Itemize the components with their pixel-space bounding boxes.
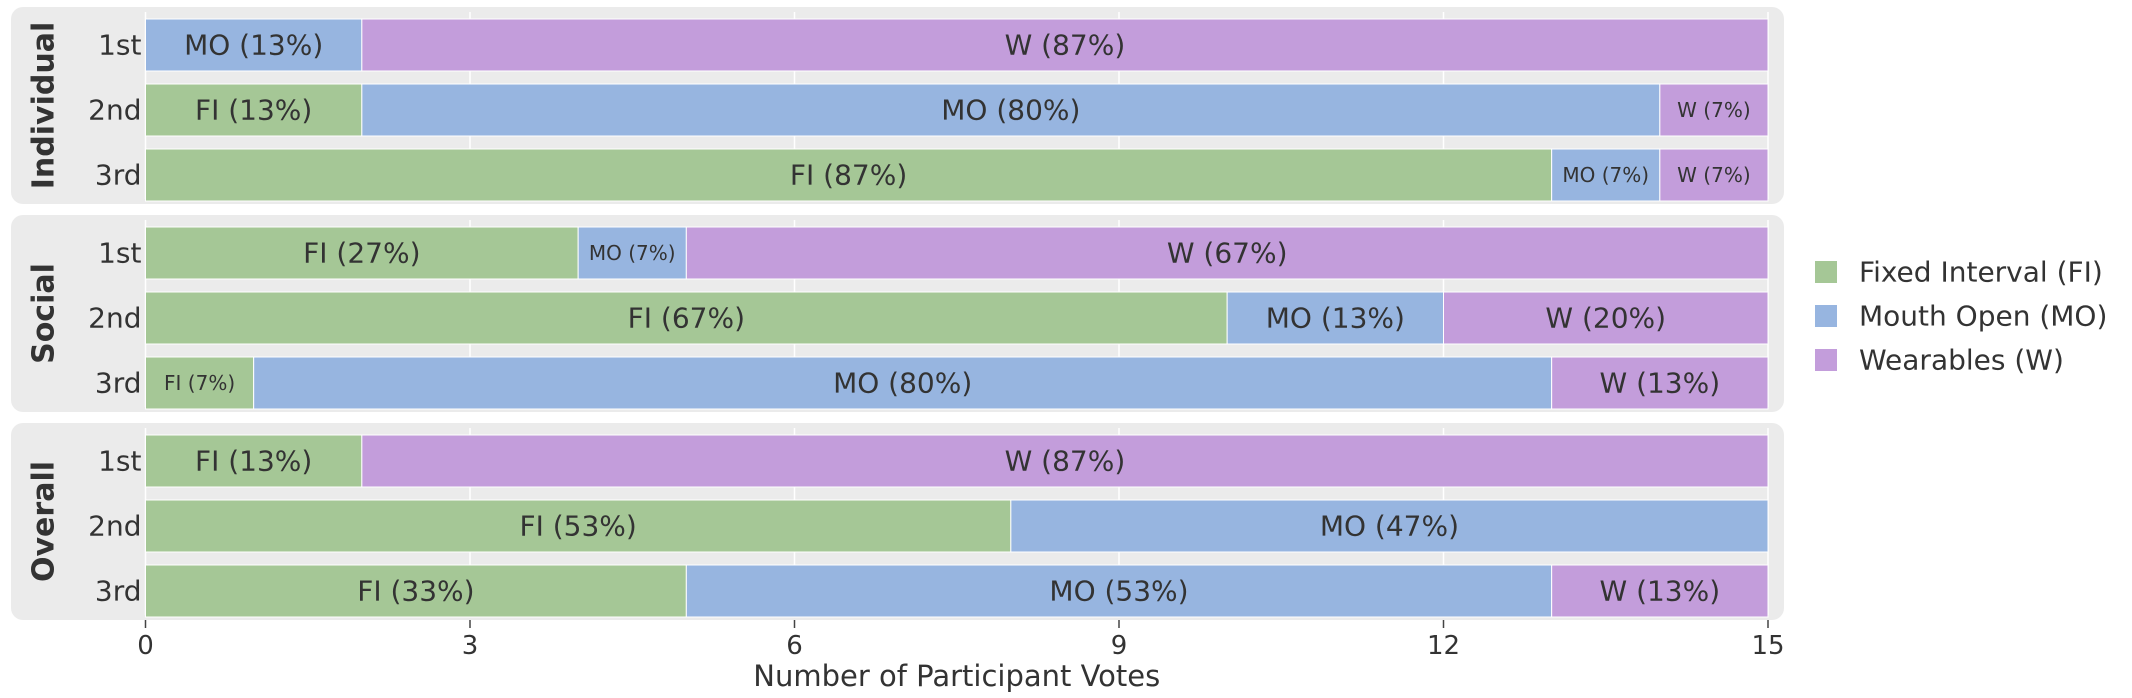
bar-segment [145,148,1553,202]
x-tick-label: 3 [462,631,479,661]
value-label: FI (53%) [519,510,636,543]
bar-segment [1551,356,1769,410]
row-label: 2nd [88,94,141,127]
row-label: 2nd [88,510,141,543]
bar-segment [253,356,1553,410]
bar-segment [145,499,1012,553]
bar-segment [361,434,1769,488]
bar-segment [361,83,1661,137]
value-label: MO (80%) [833,367,972,400]
value-label: FI (7%) [164,371,235,395]
legend-swatch [1815,261,1837,283]
bar-segment [1010,499,1769,553]
bar-segment [145,434,363,488]
value-label: FI (33%) [357,575,474,608]
x-tick-label: 9 [1111,631,1128,661]
value-label: FI (27%) [303,237,420,270]
value-label: W (87%) [1005,445,1126,478]
row-label: 1st [98,237,141,270]
x-tick-label: 0 [137,631,154,661]
bar-segment [1659,148,1769,202]
row-label: 3rd [95,575,142,608]
bar-segment [1551,564,1769,618]
row-label: 3rd [95,159,142,192]
value-label: MO (80%) [941,94,1080,127]
x-axis-label: Number of Participant Votes [753,659,1160,693]
value-label: W (20%) [1545,302,1666,335]
value-label: W (67%) [1167,237,1288,270]
value-label: FI (67%) [628,302,745,335]
bar-segment [577,226,687,280]
x-tick-label: 6 [786,631,803,661]
value-label: W (7%) [1677,98,1750,122]
value-label: W (13%) [1599,367,1720,400]
value-label: MO (13%) [184,29,323,62]
legend-label: Mouth Open (MO) [1859,300,2107,333]
legend-label: Fixed Interval (FI) [1859,256,2103,289]
value-label: W (7%) [1677,163,1750,187]
bar-segment [1443,291,1769,345]
bar-segment [145,83,363,137]
row-label: 1st [98,29,141,62]
value-label: FI (87%) [790,159,907,192]
bar-segment [361,18,1769,72]
bar-segment [1226,291,1444,345]
panel-title: Overall [27,461,62,582]
value-label: MO (13%) [1266,302,1405,335]
legend-label: Wearables (W) [1859,344,2064,377]
bar-segment [145,356,255,410]
value-label: W (13%) [1599,575,1720,608]
value-label: MO (53%) [1049,575,1188,608]
value-label: MO (7%) [1562,163,1649,187]
value-label: MO (47%) [1320,510,1459,543]
x-tick-label: 12 [1427,631,1460,661]
panel-title: Social [27,263,62,364]
row-label: 3rd [95,367,142,400]
x-tick-label: 15 [1751,631,1784,661]
value-label: W (87%) [1005,29,1126,62]
bar-segment [145,291,1228,345]
legend-swatch [1815,305,1837,327]
bar-segment [145,226,579,280]
bar-segment [685,226,1769,280]
bar-segment [1659,83,1769,137]
value-label: FI (13%) [195,445,312,478]
row-label: 1st [98,445,141,478]
bar-segment [685,564,1553,618]
legend-swatch [1815,349,1837,371]
panel-title: Individual [27,22,62,189]
row-label: 2nd [88,302,141,335]
value-label: MO (7%) [589,241,676,265]
bar-segment [1551,148,1661,202]
value-label: FI (13%) [195,94,312,127]
